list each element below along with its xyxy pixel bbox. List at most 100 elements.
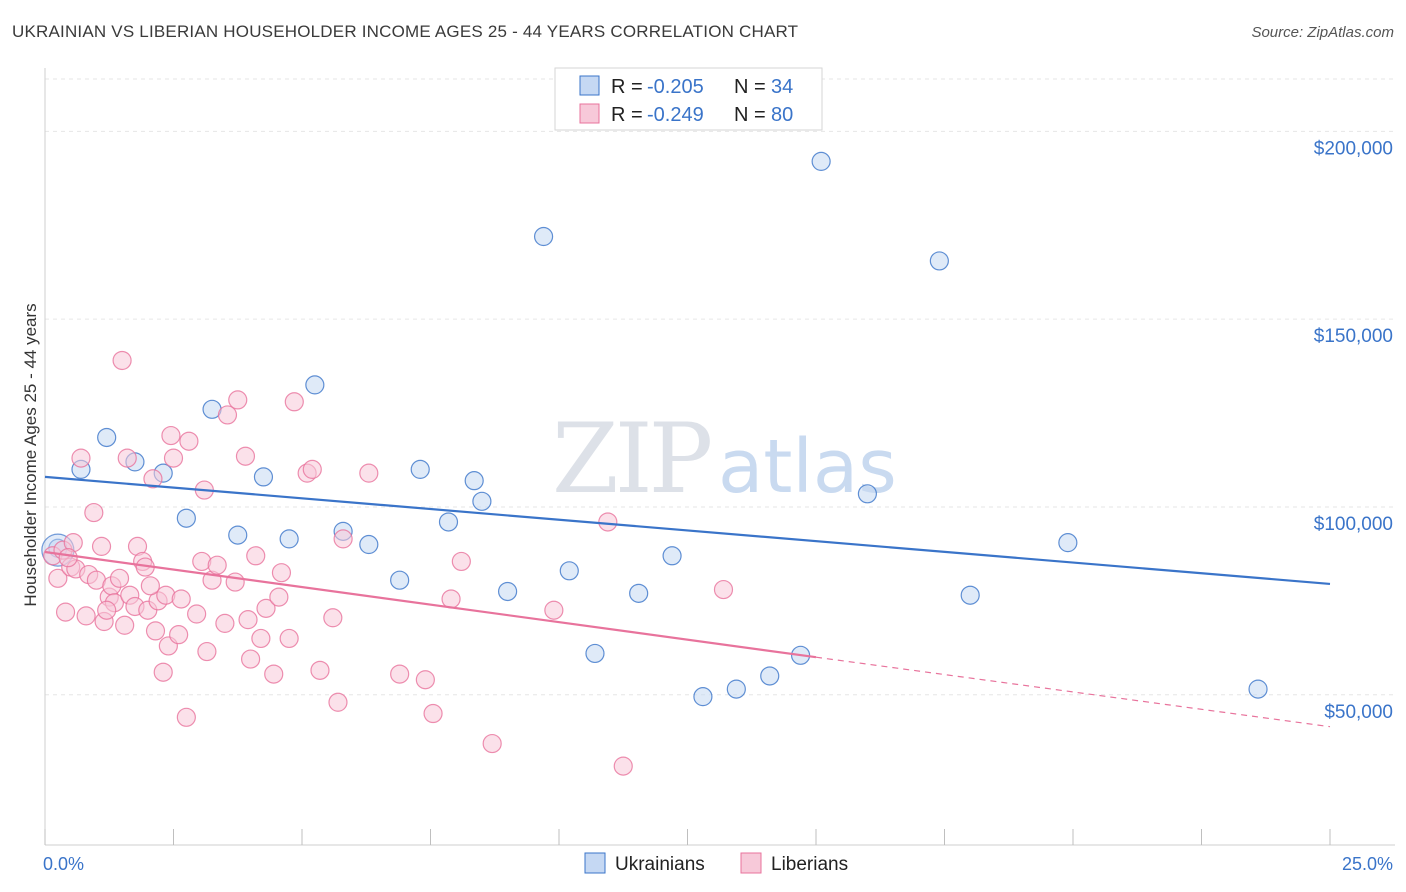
liberians-point-68	[451, 551, 471, 572]
ukrainians-point-17	[472, 491, 492, 511]
ukrainians-point-22	[629, 583, 649, 603]
watermark: ZIP atlas	[552, 403, 897, 515]
gridlines	[45, 78, 1395, 696]
ukrainians-point-16	[464, 471, 484, 491]
legend-swatch-liberians	[579, 103, 600, 124]
liberians-point-76	[58, 548, 78, 568]
y-axis-label: Householder Income Ages 25 - 44 years	[21, 303, 40, 606]
liberians-point-1	[48, 568, 68, 588]
bottom-legend-ukrainians: Ukrainians	[615, 854, 705, 875]
liberians-point-61	[328, 692, 348, 712]
liberians-point-67	[441, 589, 461, 609]
ukrainians-point-12	[359, 534, 379, 555]
liberians-point-38	[179, 431, 199, 451]
ukrainians-point-20	[559, 561, 579, 581]
liberians-point-64	[390, 664, 410, 684]
liberians-point-8	[76, 606, 96, 626]
x-tick-labels: 0.0% 25.0%	[43, 854, 1393, 874]
liberians-point-52	[256, 598, 276, 618]
liberians-point-20	[117, 448, 137, 468]
liberians-point-58	[302, 459, 322, 479]
source-credit: Source: ZipAtlas.com	[1251, 24, 1394, 41]
ukrainians-point-13	[390, 570, 410, 590]
liberians-point-43	[207, 555, 227, 575]
liberians-point-63	[359, 463, 379, 483]
ukrainians-point-26	[760, 666, 780, 686]
liberians-point-79	[197, 641, 217, 662]
liberians-point-17	[109, 568, 130, 588]
liberians-point-39	[187, 604, 207, 624]
liberians-point-72	[613, 756, 633, 776]
liberians-point-62	[333, 529, 353, 549]
liberians-point-44	[217, 405, 238, 425]
liberians-point-30	[153, 662, 173, 682]
x-tick-label-1: 25.0%	[1342, 854, 1393, 874]
liberians-point-69	[482, 733, 502, 754]
legend-n-value-2: 80	[771, 104, 793, 126]
liberians-point-47	[235, 446, 256, 466]
legend-r-value-1: -0.205	[647, 76, 704, 98]
bottom-legend-swatch-ukrainians	[584, 852, 606, 874]
ukrainians-point-10	[305, 375, 325, 395]
axes	[44, 68, 1395, 846]
liberians-point-50	[246, 546, 266, 566]
liberians-point-60	[323, 608, 343, 628]
liberians-point-37	[176, 707, 196, 727]
liberians-point-54	[271, 563, 292, 583]
bottom-legend-swatch-liberians	[740, 852, 762, 874]
ukrainians-point-23	[662, 546, 682, 566]
liberians-point-66	[423, 703, 443, 724]
liberians-point-77	[140, 576, 160, 596]
ukrainians-trend-line	[44, 475, 1331, 586]
liberians-point-53	[264, 664, 284, 684]
ukrainians-point-32	[1058, 533, 1078, 553]
ukrainians-point-29	[857, 484, 878, 504]
chart-title: UKRAINIAN VS LIBERIAN HOUSEHOLDER INCOME…	[12, 22, 799, 41]
legend-r-label-2: R =	[611, 104, 643, 126]
trend-lines	[44, 475, 1331, 728]
liberians-point-70	[544, 600, 564, 620]
y-tick-label-1: $100,000	[1314, 514, 1393, 535]
ukrainians-point-19	[533, 226, 554, 247]
liberians-point-49	[241, 649, 261, 669]
liberians-point-51	[251, 628, 271, 649]
liberians-point-75	[97, 600, 117, 620]
liberians-point-12	[91, 536, 112, 556]
liberians-point-10	[84, 502, 104, 523]
liberians-point-78	[269, 587, 289, 607]
legend-swatch-ukrainians	[579, 75, 600, 96]
liberians-point-74	[215, 613, 235, 633]
ukrainians-point-9	[279, 529, 299, 549]
bottom-legend-liberians: Liberians	[771, 854, 848, 875]
ukrainians-point-24	[693, 687, 713, 707]
ukrainians-point-21	[585, 643, 605, 664]
y-tick-label-3: $200,000	[1314, 138, 1393, 159]
legend-n-label-1: N =	[734, 76, 766, 98]
x-tick-label-0: 0.0%	[43, 854, 84, 874]
y-tick-label-0: $50,000	[1324, 702, 1393, 723]
watermark-zip: ZIP	[552, 403, 711, 515]
ukrainians-point-2	[97, 427, 117, 448]
ukrainians-point-33	[1248, 679, 1268, 699]
ukrainians-point-28	[811, 151, 831, 171]
ukrainians-point-7	[228, 525, 248, 545]
liberians-point-48	[238, 610, 258, 630]
ukrainians-point-8	[253, 467, 274, 487]
legend-r-value-2: -0.249	[647, 104, 704, 126]
liberians-point-34	[163, 448, 184, 468]
liberians-point-36	[171, 589, 191, 609]
liberians-point-56	[284, 392, 304, 412]
liberians-point-71	[598, 512, 618, 532]
series-liberians-points	[43, 350, 734, 776]
y-tick-labels: $50,000 $100,000 $150,000 $200,000	[1314, 138, 1393, 722]
liberians-point-7	[71, 448, 91, 468]
liberians-point-55	[279, 628, 299, 649]
legend-r-label-1: R =	[611, 76, 643, 98]
liberians-point-65	[415, 670, 435, 690]
liberians-point-73	[713, 579, 734, 600]
liberians-trend-line	[44, 550, 817, 659]
liberians-point-35	[169, 625, 189, 645]
ukrainians-point-30	[929, 251, 949, 271]
liberians-point-3	[55, 602, 76, 622]
